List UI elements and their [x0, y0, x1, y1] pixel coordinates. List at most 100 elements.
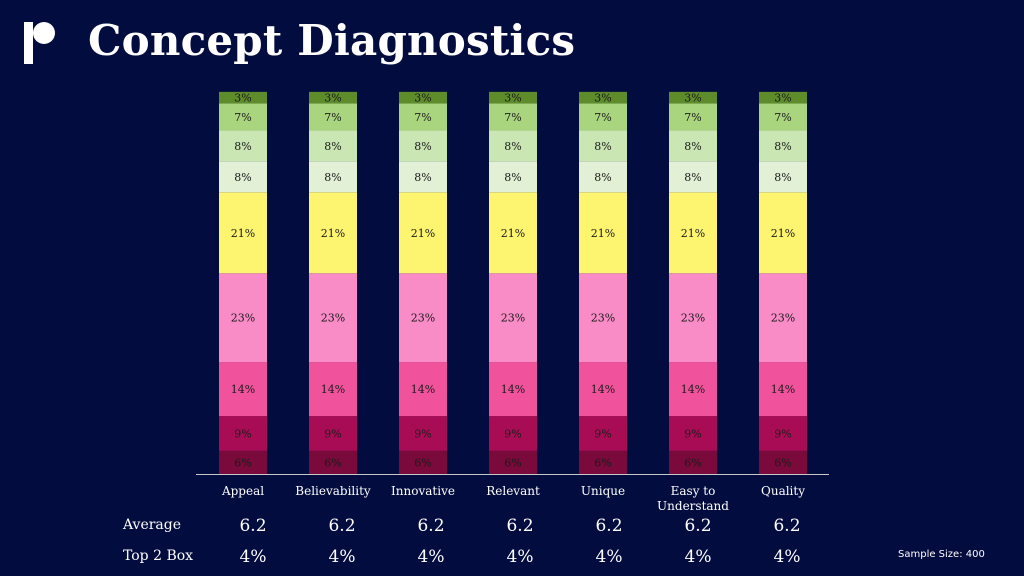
- data-label: 21%: [501, 227, 525, 240]
- data-label: 3%: [414, 92, 431, 105]
- bar-segment: [489, 91, 537, 104]
- sample-size-note: Sample Size: 400: [898, 549, 985, 560]
- bar-segment: [309, 450, 357, 474]
- data-label: 7%: [684, 111, 701, 124]
- bar-segment: [669, 161, 717, 193]
- top2-value: 4%: [684, 547, 712, 567]
- data-label: 8%: [774, 171, 791, 184]
- top2-row-label: Top 2 Box: [123, 548, 194, 564]
- bar-segment: [759, 130, 807, 162]
- bar-segment: [489, 161, 537, 193]
- bar-segment: [759, 273, 807, 363]
- data-label: 8%: [504, 171, 521, 184]
- data-label: 9%: [504, 427, 521, 440]
- data-label: 8%: [414, 171, 431, 184]
- average-value: 6.2: [239, 516, 267, 536]
- average-value: 6.2: [773, 516, 801, 536]
- data-label: 14%: [321, 383, 345, 396]
- data-label: 23%: [231, 312, 255, 325]
- average-value: 6.2: [684, 516, 712, 536]
- data-label: 23%: [411, 312, 435, 325]
- bar-segment: [669, 273, 717, 363]
- bar-segment: [219, 161, 267, 193]
- top2-value: 4%: [239, 547, 267, 567]
- bar-segment: [579, 161, 627, 193]
- average-row-label: Average: [123, 517, 182, 533]
- bar-segment: [579, 91, 627, 104]
- data-label: 7%: [594, 111, 611, 124]
- data-label: 21%: [411, 227, 435, 240]
- data-label: 23%: [771, 312, 795, 325]
- top2-value: 4%: [417, 547, 445, 567]
- data-label: 6%: [774, 456, 791, 469]
- data-label: 14%: [231, 383, 255, 396]
- data-label: 8%: [324, 171, 341, 184]
- data-label: 8%: [684, 171, 701, 184]
- data-label: 3%: [594, 92, 611, 105]
- data-label: 6%: [504, 456, 521, 469]
- data-label: 7%: [504, 111, 521, 124]
- data-label: 9%: [774, 427, 791, 440]
- top2-value: 4%: [773, 547, 801, 567]
- data-label: 9%: [594, 427, 611, 440]
- bar-segment: [219, 130, 267, 162]
- data-label: 14%: [771, 383, 795, 396]
- bar-segment: [669, 362, 717, 417]
- data-label: 9%: [324, 427, 341, 440]
- top2-value: 4%: [328, 547, 356, 567]
- data-label: 8%: [684, 140, 701, 153]
- data-label: 23%: [321, 312, 345, 325]
- bar-segment: [219, 103, 267, 131]
- data-label: 7%: [324, 111, 341, 124]
- bar-segment: [489, 192, 537, 274]
- bar-segment: [669, 192, 717, 274]
- data-label: 3%: [234, 92, 251, 105]
- data-label: 23%: [681, 312, 705, 325]
- bar-segment: [489, 103, 537, 131]
- data-label: 8%: [774, 140, 791, 153]
- bar-segment: [309, 273, 357, 363]
- page-title: Concept Diagnostics: [88, 16, 576, 65]
- data-label: 21%: [771, 227, 795, 240]
- bar-segment: [759, 362, 807, 417]
- bar-segment: [759, 450, 807, 474]
- bar-segment: [489, 273, 537, 363]
- data-label: 21%: [591, 227, 615, 240]
- data-label: 14%: [411, 383, 435, 396]
- average-value: 6.2: [328, 516, 356, 536]
- bar-segment: [759, 91, 807, 104]
- data-label: 21%: [321, 227, 345, 240]
- bar-segment: [219, 450, 267, 474]
- bar-segment: [489, 450, 537, 474]
- bar-segment: [669, 130, 717, 162]
- bar-segment: [309, 192, 357, 274]
- bar-segment: [309, 161, 357, 193]
- bar-segment: [399, 103, 447, 131]
- bar-segment: [489, 130, 537, 162]
- data-label: 14%: [681, 383, 705, 396]
- bar-segment: [399, 416, 447, 451]
- top2-value: 4%: [506, 547, 534, 567]
- data-label: 14%: [501, 383, 525, 396]
- data-label: 8%: [594, 140, 611, 153]
- data-label: 3%: [324, 92, 341, 105]
- bar-segment: [759, 161, 807, 193]
- bar-segment: [579, 192, 627, 274]
- bar-segment: [489, 362, 537, 417]
- bar-segment: [399, 161, 447, 193]
- bar-segment: [759, 103, 807, 131]
- data-label: 8%: [324, 140, 341, 153]
- data-label: 8%: [234, 171, 251, 184]
- brand-logo-icon: [24, 22, 55, 64]
- bar-segment: [579, 130, 627, 162]
- data-label: 6%: [324, 456, 341, 469]
- average-value: 6.2: [595, 516, 623, 536]
- bar-segment: [399, 91, 447, 104]
- data-label: 6%: [414, 456, 431, 469]
- data-label: 23%: [591, 312, 615, 325]
- bar-segment: [309, 416, 357, 451]
- x-tick-label: Easy to Understand: [657, 484, 729, 513]
- data-label: 8%: [414, 140, 431, 153]
- data-label: 7%: [414, 111, 431, 124]
